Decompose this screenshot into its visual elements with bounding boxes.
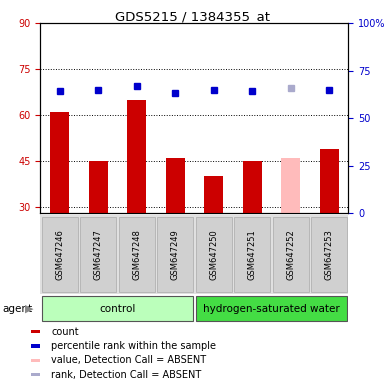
Text: count: count [51, 327, 79, 337]
Text: percentile rank within the sample: percentile rank within the sample [51, 341, 216, 351]
Bar [157, 217, 193, 292]
Bar [243, 161, 262, 213]
Text: GSM647253: GSM647253 [325, 229, 334, 280]
Bar [127, 100, 146, 213]
Text: control: control [99, 304, 136, 314]
Bar [311, 217, 347, 292]
Text: GDS5215 / 1384355_at: GDS5215 / 1384355_at [115, 10, 270, 23]
Bar [31, 344, 40, 348]
Text: GSM647250: GSM647250 [209, 229, 218, 280]
Text: value, Detection Call = ABSENT: value, Detection Call = ABSENT [51, 356, 206, 366]
Bar [80, 217, 116, 292]
Bar [50, 112, 69, 213]
Bar [31, 330, 40, 333]
Bar [31, 373, 40, 376]
Bar [196, 217, 232, 292]
Bar [119, 217, 155, 292]
Text: GSM647246: GSM647246 [55, 229, 64, 280]
Bar [320, 149, 339, 213]
Bar [196, 296, 347, 321]
Bar [42, 217, 78, 292]
Text: hydrogen-saturated water: hydrogen-saturated water [203, 304, 340, 314]
Text: GSM647249: GSM647249 [171, 229, 180, 280]
Text: agent: agent [2, 304, 32, 314]
Bar [234, 217, 270, 292]
Bar [31, 359, 40, 362]
Bar [273, 217, 309, 292]
Text: GSM647252: GSM647252 [286, 229, 295, 280]
Bar [166, 158, 185, 213]
Bar [281, 158, 300, 213]
Text: GSM647247: GSM647247 [94, 229, 103, 280]
Bar [204, 176, 223, 213]
Text: rank, Detection Call = ABSENT: rank, Detection Call = ABSENT [51, 370, 201, 380]
Bar [42, 296, 193, 321]
Text: ▶: ▶ [25, 304, 33, 314]
Bar [89, 161, 108, 213]
Text: GSM647251: GSM647251 [248, 229, 257, 280]
Text: GSM647248: GSM647248 [132, 229, 141, 280]
